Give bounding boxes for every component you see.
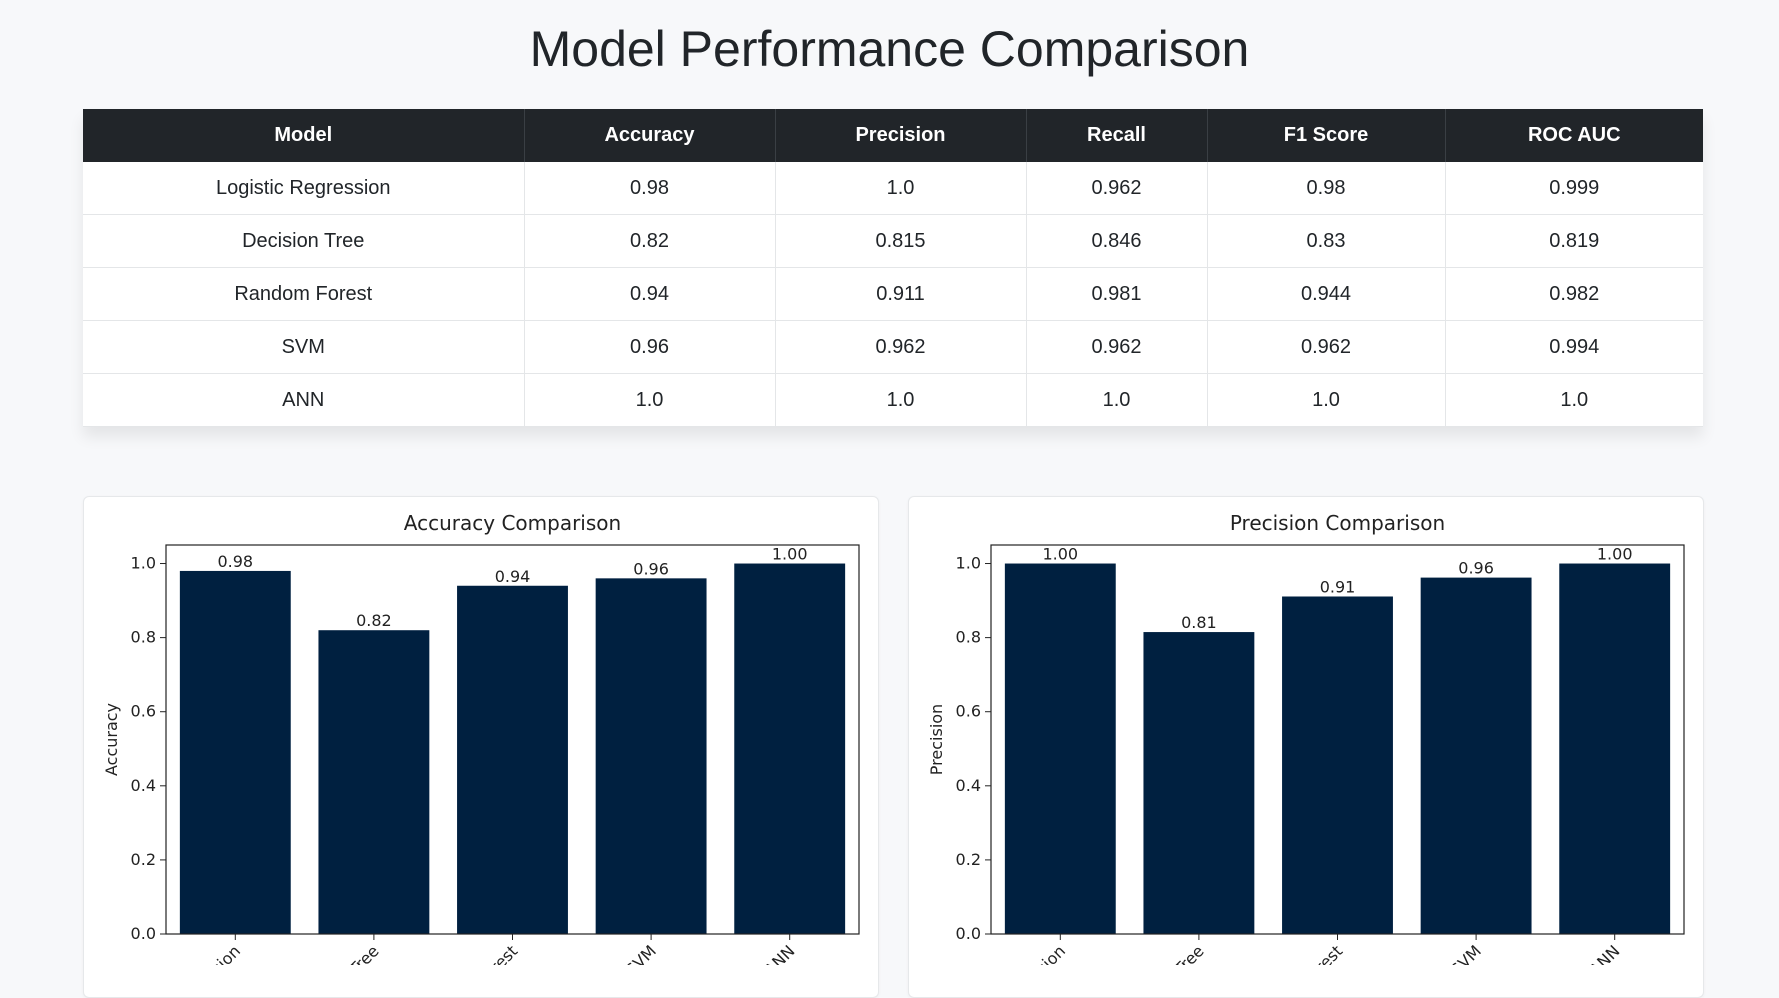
table-header-row: Model Accuracy Precision Recall F1 Score… — [83, 109, 1703, 162]
precision-chart-card: Precision Comparison Precision 0.0 0.2 0.4 0.… — [908, 496, 1704, 998]
cell-roc-auc: 0.994 — [1445, 321, 1703, 374]
cell-model: Decision Tree — [83, 215, 524, 268]
cell-accuracy: 0.94 — [524, 268, 775, 321]
x-tick-label: Decision Tree — [294, 941, 383, 965]
cell-f1-score: 1.0 — [1207, 374, 1445, 427]
x-tick-label: Random Forest — [1248, 941, 1347, 965]
bar — [734, 564, 845, 934]
bar-value-label: 1.00 — [1597, 545, 1633, 564]
bar — [596, 578, 707, 934]
header-accuracy: Accuracy — [524, 109, 775, 162]
bar-value-label: 0.96 — [1458, 559, 1494, 578]
table-row: Random Forest 0.94 0.911 0.981 0.944 0.9… — [83, 268, 1703, 321]
cell-accuracy: 0.98 — [524, 162, 775, 215]
bar-value-label: 0.82 — [356, 611, 392, 630]
header-recall: Recall — [1026, 109, 1207, 162]
chart-title: Precision Comparison — [1230, 511, 1445, 535]
cell-recall: 0.846 — [1026, 215, 1207, 268]
cell-precision: 0.815 — [775, 215, 1026, 268]
accuracy-chart-card: Accuracy Comparison Accuracy 0.0 0.2 0.4 0.6 0… — [83, 496, 879, 998]
bar-value-label: 1.00 — [1042, 545, 1078, 564]
bar-value-label: 0.98 — [217, 552, 253, 571]
bar — [318, 630, 429, 934]
y-tick-label: 1.0 — [131, 554, 156, 573]
bar-value-label: 0.91 — [1320, 577, 1356, 596]
table-row: Decision Tree 0.82 0.815 0.846 0.83 0.81… — [83, 215, 1703, 268]
cell-roc-auc: 0.819 — [1445, 215, 1703, 268]
cell-roc-auc: 0.982 — [1445, 268, 1703, 321]
y-tick-label: 0.4 — [956, 776, 981, 795]
table-row: SVM 0.96 0.962 0.962 0.962 0.994 — [83, 321, 1703, 374]
chart-title: Accuracy Comparison — [404, 511, 621, 535]
y-tick-label: 0.0 — [956, 924, 981, 943]
bar — [1559, 564, 1670, 934]
cell-accuracy: 0.96 — [524, 321, 775, 374]
bar-value-label: 0.96 — [633, 559, 669, 578]
cell-accuracy: 0.82 — [524, 215, 775, 268]
cell-recall: 0.981 — [1026, 268, 1207, 321]
cell-accuracy: 1.0 — [524, 374, 775, 427]
bar — [180, 571, 291, 934]
x-tick-label: Decision Tree — [1119, 941, 1208, 965]
cell-precision: 0.962 — [775, 321, 1026, 374]
x-tick-label: SVM — [1447, 941, 1485, 965]
cell-f1-score: 0.83 — [1207, 215, 1445, 268]
y-tick-label: 0.8 — [956, 628, 981, 647]
cell-recall: 0.962 — [1026, 321, 1207, 374]
y-tick-label: 0.4 — [131, 776, 156, 795]
cell-roc-auc: 0.999 — [1445, 162, 1703, 215]
table-row: ANN 1.0 1.0 1.0 1.0 1.0 — [83, 374, 1703, 427]
y-tick-label: 0.6 — [131, 702, 156, 721]
cell-roc-auc: 1.0 — [1445, 374, 1703, 427]
page-title: Model Performance Comparison — [0, 0, 1779, 78]
cell-f1-score: 0.98 — [1207, 162, 1445, 215]
x-tick-label: ANN — [760, 941, 798, 965]
y-tick-label: 0.8 — [131, 628, 156, 647]
cell-precision: 1.0 — [775, 374, 1026, 427]
precision-chart: Precision Comparison Precision 0.0 0.2 0.4 0.… — [909, 497, 1703, 965]
y-tick-label: 0.0 — [131, 924, 156, 943]
y-tick-label: 1.0 — [956, 554, 981, 573]
cell-precision: 0.911 — [775, 268, 1026, 321]
y-axis-label: Precision — [927, 704, 946, 775]
y-tick-label: 0.2 — [131, 850, 156, 869]
header-precision: Precision — [775, 109, 1026, 162]
x-tick-label: Random Forest — [423, 941, 522, 965]
header-f1-score: F1 Score — [1207, 109, 1445, 162]
cell-recall: 0.962 — [1026, 162, 1207, 215]
y-axis-label: Accuracy — [102, 703, 121, 776]
header-roc-auc: ROC AUC — [1445, 109, 1703, 162]
cell-model: Logistic Regression — [83, 162, 524, 215]
accuracy-chart: Accuracy Comparison Accuracy 0.0 0.2 0.4 0.6 0… — [84, 497, 878, 965]
table-row: Logistic Regression 0.98 1.0 0.962 0.98 … — [83, 162, 1703, 215]
cell-model: Random Forest — [83, 268, 524, 321]
y-tick-label: 0.2 — [956, 850, 981, 869]
x-tick-label: ANN — [1585, 941, 1623, 965]
cell-model: SVM — [83, 321, 524, 374]
y-tick-label: 0.6 — [956, 702, 981, 721]
cell-precision: 1.0 — [775, 162, 1026, 215]
x-tick-label: Logistic Regression — [122, 941, 244, 965]
x-tick-label: Logistic Regression — [947, 941, 1069, 965]
bar-value-label: 1.00 — [772, 545, 808, 564]
bar-value-label: 0.81 — [1181, 613, 1217, 632]
bar — [1282, 596, 1393, 934]
metrics-table-container: Model Accuracy Precision Recall F1 Score… — [83, 109, 1703, 427]
bar-value-label: 0.94 — [495, 567, 531, 586]
bar — [1143, 632, 1254, 934]
cell-recall: 1.0 — [1026, 374, 1207, 427]
bar — [457, 586, 568, 934]
cell-model: ANN — [83, 374, 524, 427]
cell-f1-score: 0.944 — [1207, 268, 1445, 321]
x-tick-label: SVM — [622, 941, 660, 965]
bar — [1421, 578, 1532, 934]
metrics-table: Model Accuracy Precision Recall F1 Score… — [83, 109, 1703, 427]
cell-f1-score: 0.962 — [1207, 321, 1445, 374]
bar — [1005, 564, 1116, 934]
header-model: Model — [83, 109, 524, 162]
